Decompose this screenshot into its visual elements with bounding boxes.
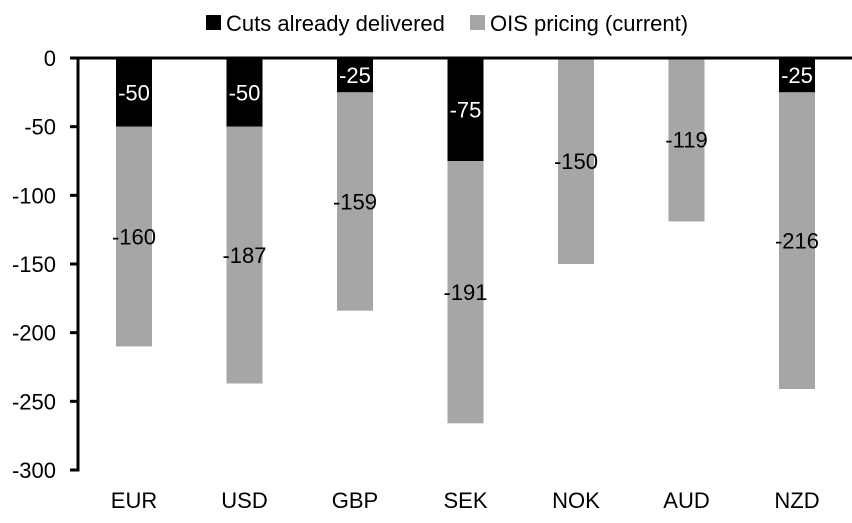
bar-gbp-series-0 [337, 58, 373, 93]
data-label: -25 [781, 63, 813, 88]
y-tick-label: -100 [12, 183, 56, 208]
x-tick-label: AUD [663, 488, 709, 513]
bar-aud-series-1 [668, 58, 705, 222]
data-label: -75 [450, 98, 482, 123]
data-label: -50 [118, 80, 150, 105]
x-tick-label: NOK [552, 488, 600, 513]
bar-usd-series-0 [226, 58, 263, 127]
bar-nzd-series-0 [779, 58, 815, 93]
legend-swatch [206, 15, 221, 30]
data-label: -150 [554, 149, 598, 174]
legend-swatch [470, 15, 485, 30]
y-tick-label: -50 [24, 115, 56, 140]
data-label: -25 [339, 63, 371, 88]
bar-nzd-series-1 [779, 92, 815, 389]
x-tick-label: NZD [774, 488, 819, 513]
axes: EUR USD GBP SEK NOK AUD NZD 0 -50 -100 -150 -200 -25… [12, 46, 852, 513]
bar-eur-series-1 [116, 126, 152, 347]
bars: -50 -160 -50 -187 -25 -159 -75 -191 -150 -119 -25 -… [112, 58, 819, 424]
legend-label: Cuts already delivered [226, 11, 445, 36]
bar-usd-series-1 [226, 126, 263, 384]
y-tick-label: -150 [12, 252, 56, 277]
data-label: -159 [333, 190, 377, 215]
data-label: -160 [112, 225, 156, 250]
bar-nok-series-1 [558, 58, 594, 264]
bar-sek-series-1 [447, 161, 484, 424]
data-label: -119 [665, 128, 707, 153]
data-label: -50 [229, 80, 261, 105]
data-label: -191 [443, 280, 487, 305]
x-tick-label: USD [221, 488, 267, 513]
bar-sek-series-0 [447, 58, 484, 161]
x-tick-label: SEK [443, 488, 487, 513]
data-label: -187 [222, 243, 266, 268]
bar-eur-series-0 [116, 58, 152, 127]
legend: Cuts already delivered OIS pricing (curre… [206, 11, 688, 36]
x-tick-label: GBP [332, 488, 378, 513]
y-tick-label: 0 [44, 46, 56, 71]
data-label: -216 [775, 229, 819, 254]
legend-label: OIS pricing (current) [490, 11, 688, 36]
x-tick-label: EUR [111, 488, 157, 513]
bar-gbp-series-1 [337, 92, 373, 311]
y-tick-label: -200 [12, 321, 56, 346]
y-tick-label: -300 [12, 458, 56, 483]
y-tick-label: -250 [12, 389, 56, 414]
